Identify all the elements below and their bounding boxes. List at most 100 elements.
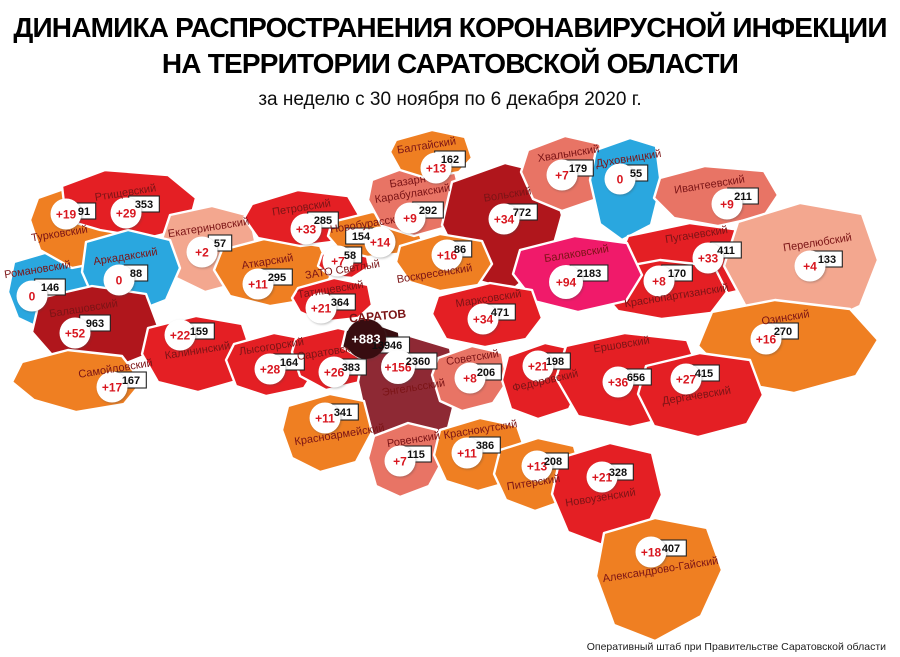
district-24-delta-value: +16: [756, 333, 777, 347]
district-22-delta-value: +4: [803, 260, 817, 274]
district-10-delta-badge: [254, 353, 286, 385]
district-9-total-value: 285: [314, 215, 332, 227]
district-9-delta-value: +33: [296, 223, 317, 237]
district-33-delta-value: +27: [676, 373, 697, 387]
district-15-total-value: 162: [441, 154, 459, 166]
district-18-total-value: 86: [454, 244, 466, 256]
district-13-delta-badge: [364, 226, 396, 258]
district-15-delta-value: +13: [426, 162, 447, 176]
district-37-delta-value: +13: [527, 460, 548, 474]
district-39-shape: [594, 516, 724, 643]
district-21-delta-badge: [692, 242, 724, 274]
district-28-name-label: САРАТОВ: [349, 307, 407, 326]
district-0-delta-badge: [16, 280, 48, 312]
district-0-delta-value: 0: [29, 290, 36, 304]
district-18-delta-badge: [431, 239, 463, 271]
district-15-delta-badge: [420, 152, 452, 184]
district-3-delta-badge: [186, 236, 218, 268]
district-16-total-value: 772: [513, 207, 531, 219]
district-1-delta-badge: [50, 198, 82, 230]
district-5-total-value: 963: [86, 318, 104, 330]
district-32-delta-value: +36: [608, 376, 629, 390]
district-16-delta-badge: [488, 203, 520, 235]
district-25-delta-badge: [549, 265, 583, 299]
district-31-total-value: 198: [546, 356, 564, 368]
district-25-total-value: 2183: [577, 268, 601, 280]
district-14-delta-badge: [394, 202, 426, 234]
district-5-delta-value: +52: [65, 327, 86, 341]
district-20-delta-badge: [711, 188, 743, 220]
district-34-delta-value: +11: [315, 412, 335, 426]
district-36-delta-value: +11: [457, 447, 477, 461]
district-27-delta-badge: [318, 356, 350, 388]
district-4-delta-badge: [103, 264, 135, 296]
district-11-delta-badge: [305, 292, 337, 324]
district-23-delta-value: +8: [652, 275, 666, 289]
district-18-delta-value: +16: [437, 249, 458, 263]
district-2-delta-value: +29: [116, 207, 137, 221]
district-12-delta-badge: [322, 245, 354, 277]
district-12-delta-value: +7: [331, 255, 345, 269]
district-8-delta-badge: [242, 268, 274, 300]
district-1-delta-value: +19: [56, 208, 77, 222]
district-19-total-value: 55: [630, 168, 642, 180]
district-23-delta-badge: [643, 265, 675, 297]
district-7-delta-badge: [164, 319, 196, 351]
district-10-total-value: 164: [280, 357, 299, 369]
district-24-delta-badge: [750, 323, 782, 355]
district-36-total-value: 386: [476, 440, 494, 452]
page-title: ДИНАМИКА РАСПРОСТРАНЕНИЯ КОРОНАВИРУСНОЙ …: [0, 10, 900, 82]
district-4-total-value: 88: [130, 268, 142, 280]
district-17-delta-value: +7: [555, 169, 569, 183]
district-13-total-value: 154: [352, 231, 371, 243]
page-title-line2: НА ТЕРРИТОРИИ САРАТОВСКОЙ ОБЛАСТИ: [161, 47, 739, 79]
district-20-delta-value: +9: [720, 198, 734, 212]
page-subtitle: за неделю с 30 ноября по 6 декабря 2020 …: [258, 89, 642, 110]
district-26-delta-badge: [467, 303, 499, 335]
district-32-total-value: 656: [627, 372, 645, 384]
district-37-delta-badge: [521, 450, 553, 482]
district-19-delta-badge: [604, 163, 636, 195]
district-6-delta-badge: [96, 371, 128, 403]
district-29-total-value: 2360: [406, 356, 430, 368]
district-8-total-value: 295: [268, 272, 286, 284]
district-28-total-value: 13946: [372, 340, 403, 352]
district-21-delta-value: +33: [698, 252, 719, 266]
district-3-delta-value: +2: [195, 246, 209, 260]
district-2-delta-badge: [110, 197, 142, 229]
district-6-total-value: 167: [122, 375, 140, 387]
district-26-delta-value: +34: [473, 313, 494, 327]
district-19-delta-value: 0: [617, 173, 624, 187]
district-26-total-value: 471: [491, 307, 509, 319]
district-29-delta-badge: [381, 350, 415, 384]
district-28-delta-value: +883: [351, 332, 380, 347]
district-31-delta-badge: [522, 350, 554, 382]
district-38-total-value: 328: [609, 467, 627, 479]
district-37-total-value: 208: [544, 456, 562, 468]
district-25-delta-value: +94: [556, 276, 577, 290]
district-22-delta-badge: [794, 250, 826, 282]
district-23-total-value: 170: [668, 268, 686, 280]
district-27-delta-value: +26: [324, 366, 345, 380]
district-32-delta-badge: [602, 366, 634, 398]
district-30-delta-badge: [454, 362, 486, 394]
district-4-delta-value: 0: [116, 274, 123, 288]
district-39-total-value: 407: [662, 543, 680, 555]
source-attribution: Оперативный штаб при Правительстве Сарат…: [586, 641, 886, 653]
district-39-delta-value: +18: [641, 546, 662, 560]
district-0-total-value: 146: [41, 282, 59, 294]
district-5-delta-badge: [59, 317, 91, 349]
district-3-total-value: 57: [214, 238, 226, 250]
district-24-total-value: 270: [774, 326, 792, 338]
